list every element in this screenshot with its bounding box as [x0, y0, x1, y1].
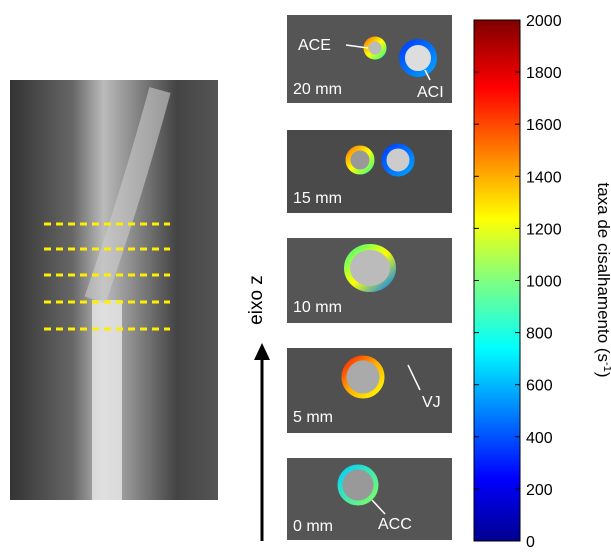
- tick-label: 1600: [526, 117, 562, 134]
- figure: eixo z ACE ACI 20 mm 15 mm 10 mm VJ 5 mm…: [0, 0, 611, 547]
- tick-label: 400: [526, 430, 553, 447]
- annotation: ACC: [378, 516, 412, 533]
- arrow-head: [254, 343, 270, 360]
- panel-label: 15 mm: [293, 190, 342, 207]
- tick-label: 200: [526, 482, 553, 499]
- tick-label: 1000: [526, 274, 562, 291]
- panel: ACE ACI 20 mm: [287, 15, 452, 103]
- annotation: VJ: [422, 394, 441, 411]
- tick-label: 0: [526, 534, 535, 547]
- colorbar: [474, 20, 520, 541]
- tick-label: 1400: [526, 169, 562, 186]
- tick-label: 800: [526, 326, 553, 343]
- tick-label: 600: [526, 378, 553, 395]
- panel-label: 0 mm: [293, 518, 333, 535]
- axis-label: eixo z: [246, 275, 267, 325]
- label-exponent: -1: [601, 362, 611, 372]
- annotation: ACE: [298, 37, 331, 54]
- panel-label: 5 mm: [293, 409, 333, 426]
- label-text: ): [594, 372, 611, 378]
- panel: ACC 0 mm: [287, 458, 452, 540]
- tick-label: 1800: [526, 65, 562, 82]
- panel: VJ 5 mm: [287, 348, 452, 433]
- panel-label: 20 mm: [293, 81, 342, 98]
- panel: 10 mm: [287, 238, 452, 323]
- tick-label: 2000: [526, 13, 562, 30]
- label-text: taxa de cisalhamento (s: [594, 183, 611, 363]
- mri-image: [10, 80, 218, 500]
- tick-label: 1200: [526, 221, 562, 238]
- panel-label: 10 mm: [293, 299, 342, 316]
- colorbar-label: taxa de cisalhamento (s-1): [594, 183, 611, 378]
- annotation: ACI: [417, 84, 444, 101]
- panel: 15 mm: [287, 130, 452, 213]
